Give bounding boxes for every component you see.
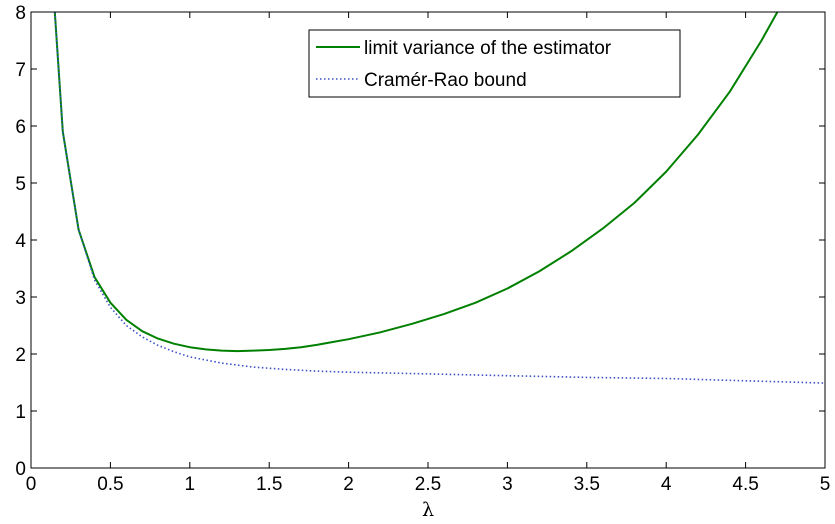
x-tick-label: 2 [343,474,354,495]
x-axis-label: λ [422,499,434,521]
ticks-layer: 0 0.5 1 1.5 2 2.5 3 3.5 4 4.5 5 0 1 2 3 4 5 6 7 8 [15,3,830,495]
x-tick-label: 2.5 [415,474,441,495]
legend-label-cramer-rao: Cramér-Rao bound [364,70,527,91]
y-tick-label: 7 [15,60,26,81]
legend-box [308,29,681,98]
y-tick-label: 0 [15,459,26,480]
x-tick-label: 4 [661,474,672,495]
x-tick-label: 5 [820,474,831,495]
x-tick-label: 1 [185,474,196,495]
x-tick-label: 1.5 [256,474,282,495]
x-tick-label: 3.5 [574,474,600,495]
y-tick-label: 6 [15,117,26,138]
series-layer [53,11,826,384]
x-tick-label: 0.5 [97,474,123,495]
y-tick-label: 5 [15,174,26,195]
y-tick-label: 8 [15,3,26,24]
x-tick-label: 3 [502,474,513,495]
series-line-limit-variance [53,11,779,353]
x-tick-label: 0 [26,474,37,495]
y-tick-label: 2 [15,345,26,366]
x-tick-label: 4.5 [732,474,758,495]
y-tick-label: 1 [15,402,26,423]
legend-label-limit-variance: limit variance of the estimator [364,38,612,59]
y-tick-label: 3 [15,288,26,309]
y-tick-label: 4 [15,231,26,252]
legend: limit variance of the estimator Cramér-R… [308,29,681,98]
